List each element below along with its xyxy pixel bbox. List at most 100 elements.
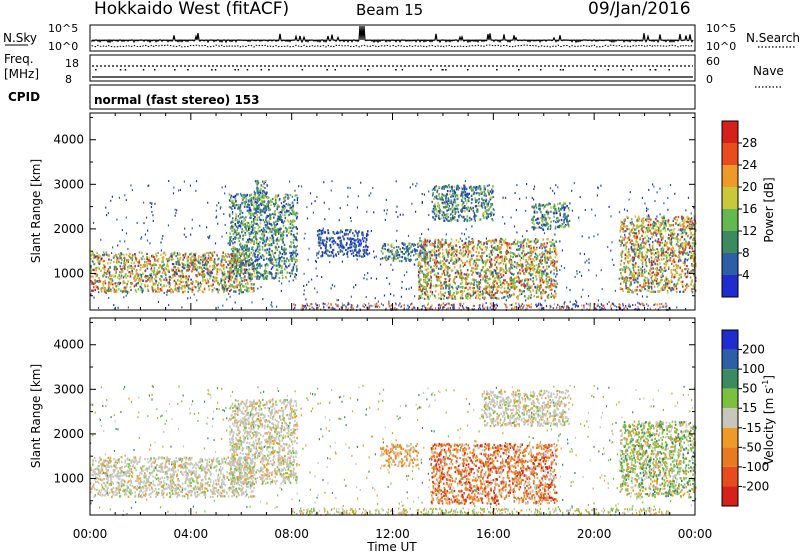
echo-cell <box>294 194 297 197</box>
echo-cell <box>265 203 268 206</box>
echo-cell <box>459 246 461 249</box>
echo-cell <box>245 263 247 266</box>
echo-cell <box>281 232 284 236</box>
echo-cell <box>510 286 513 289</box>
echo-cell <box>467 247 469 250</box>
echo-cell <box>473 186 475 189</box>
echo-cell <box>244 226 246 229</box>
echo-cell <box>438 276 441 279</box>
echo-cell <box>268 272 271 275</box>
echo-cell <box>501 285 503 288</box>
echo-cell <box>477 285 480 288</box>
echo-cell <box>135 269 138 272</box>
echo-cell <box>351 249 354 252</box>
echo-cell <box>468 216 471 219</box>
echo-cell <box>567 222 569 225</box>
echo-cell <box>232 242 234 245</box>
echo-cell <box>527 265 529 268</box>
echo-cell <box>421 271 424 274</box>
echo-cell <box>168 256 171 259</box>
echo-cell <box>256 214 259 217</box>
echo-cell <box>346 237 349 240</box>
echo-cell <box>240 268 243 271</box>
echo-cell <box>517 248 520 251</box>
echo-cell <box>102 254 104 257</box>
echo-cell <box>483 251 486 254</box>
echo-cell <box>555 240 557 243</box>
echo-cell <box>366 248 369 251</box>
echo-cell <box>338 236 340 239</box>
echo-cell <box>134 253 136 256</box>
echo-cell <box>505 252 508 255</box>
echo-cell <box>262 277 265 280</box>
echo-cell <box>279 226 281 229</box>
echo-cell <box>474 186 477 189</box>
echo-cell <box>466 195 469 198</box>
echo-cell <box>270 261 272 264</box>
echo-cell <box>667 228 669 231</box>
echo-cell <box>140 256 142 260</box>
echo-cell <box>541 243 543 246</box>
echo-cell <box>197 258 200 261</box>
echo-cell <box>258 271 261 274</box>
echo-cell <box>227 263 230 266</box>
echo-cell <box>491 296 493 299</box>
echo-cell <box>290 233 292 236</box>
echo-cell <box>490 264 492 267</box>
echo-cell <box>242 215 244 218</box>
echo-cell <box>254 194 256 197</box>
frequency-specks <box>95 69 670 71</box>
echo-cell <box>228 260 230 263</box>
echo-cell <box>265 277 268 280</box>
echo-cell <box>327 232 330 235</box>
echo-cell <box>229 259 232 262</box>
echo-cell <box>213 286 216 290</box>
echo-cell <box>535 248 538 251</box>
echo-cell <box>494 246 496 249</box>
echo-cell <box>521 279 524 282</box>
echo-cell <box>276 229 279 232</box>
echo-cell <box>186 265 189 268</box>
echo-cell <box>221 272 224 275</box>
echo-cell <box>268 271 271 274</box>
echo-cell <box>145 280 147 283</box>
echo-cell <box>367 230 369 233</box>
echo-cell <box>250 257 252 260</box>
echo-cell <box>349 249 352 253</box>
echo-cell <box>537 295 540 298</box>
echo-cell <box>271 197 274 200</box>
echo-cell <box>515 296 518 299</box>
echo-cell <box>540 242 542 246</box>
echo-cell <box>349 246 351 249</box>
echo-cell <box>427 295 429 298</box>
echo-cell <box>293 225 295 228</box>
echo-cell <box>463 273 466 276</box>
echo-cell <box>211 289 214 292</box>
echo-cell <box>290 206 292 209</box>
echo-cell <box>106 270 109 273</box>
echo-cell <box>362 253 365 256</box>
echo-cell <box>481 291 484 294</box>
echo-cell <box>97 258 100 261</box>
echo-cell <box>236 219 239 222</box>
echo-cell <box>497 276 499 279</box>
echo-cell <box>555 253 558 256</box>
echo-cell <box>435 213 438 216</box>
echo-cell <box>254 212 256 215</box>
echo-cell <box>216 264 218 267</box>
echo-cell <box>396 252 398 255</box>
freq-speck <box>622 69 624 71</box>
echo-cell <box>553 215 555 218</box>
echo-cell <box>671 273 674 276</box>
echo-cell <box>447 266 450 270</box>
echo-cell <box>479 247 482 250</box>
echo-cell <box>278 262 280 265</box>
echo-cell <box>630 218 633 221</box>
echo-cell <box>443 281 446 284</box>
echo-cell <box>424 262 426 266</box>
echo-cell <box>478 281 481 284</box>
echo-cell <box>487 209 489 212</box>
echo-cell <box>114 282 116 285</box>
echo-cell <box>392 257 395 260</box>
echo-cell <box>221 284 224 287</box>
